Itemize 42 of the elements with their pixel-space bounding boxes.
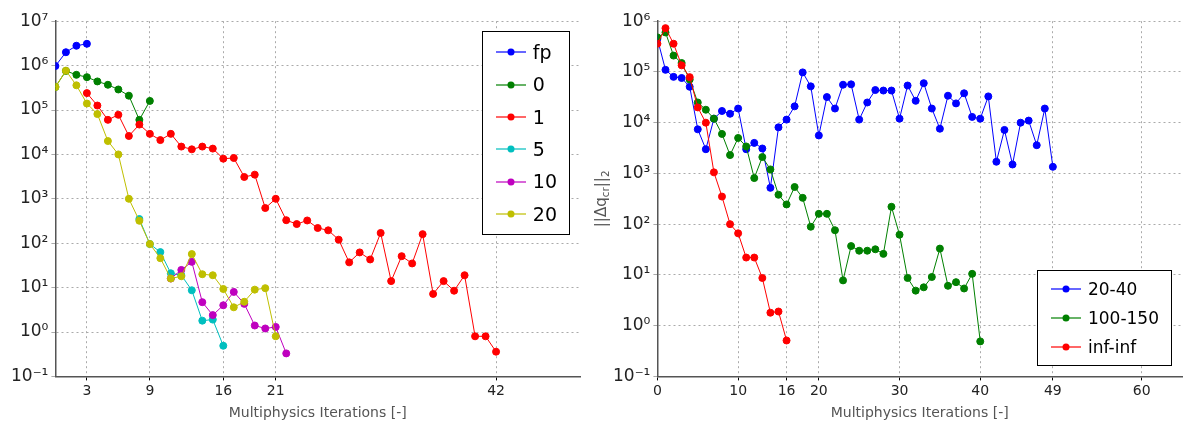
- x-tick-label: 40: [971, 382, 990, 399]
- y-tick-label: 10³: [19, 187, 49, 208]
- y-tick-label: 10⁷: [19, 9, 49, 30]
- legend-label: fp: [532, 40, 552, 66]
- legend-label: 5: [532, 137, 545, 163]
- x-tick-label: 3: [82, 382, 92, 399]
- y-tick-label: 10⁻¹: [613, 364, 651, 385]
- x-tick-label: 0: [652, 382, 662, 399]
- y-tick-label: 10⁵: [621, 60, 651, 81]
- y-tick-label: 10⁰: [19, 320, 49, 341]
- x-tick-label: 16: [214, 382, 233, 399]
- x-tick-label: 10: [729, 382, 748, 399]
- legend-label: inf-inf: [1087, 335, 1137, 359]
- legend-label: 100-150: [1087, 306, 1159, 330]
- x-axis-title: Multiphysics Iterations [-]: [830, 404, 1009, 421]
- legend-label: 0: [532, 72, 545, 98]
- y-tick-label: 10²: [19, 231, 49, 252]
- y-tick-label: 10³: [621, 161, 651, 182]
- x-tick-label: 30: [890, 382, 909, 399]
- x-tick-label: 21: [266, 382, 285, 399]
- y-tick-label: 10²: [621, 212, 651, 233]
- y-tick-label: 10⁶: [19, 54, 49, 75]
- y-tick-label: 10⁶: [621, 9, 651, 30]
- x-tick-label: 42: [487, 382, 505, 399]
- y-tick-label: 10⁵: [19, 98, 49, 119]
- y-tick-label: 10¹: [19, 276, 49, 297]
- x-tick-label: 16: [777, 382, 796, 399]
- y-tick-label: 10⁰: [621, 314, 651, 335]
- y-tick-label: 10¹: [621, 263, 651, 284]
- legend-label: 20-40: [1087, 277, 1138, 301]
- x-tick-label: 49: [1043, 382, 1062, 399]
- x-tick-label: 9: [145, 382, 155, 399]
- x-tick-label: 60: [1132, 382, 1151, 399]
- legend-label: 20: [532, 201, 557, 227]
- legend-label: 1: [532, 104, 545, 130]
- x-axis-title: Multiphysics Iterations [-]: [228, 404, 407, 421]
- y-tick-label: 10⁴: [621, 111, 651, 132]
- y-axis-title: ||Δqcr||2: [591, 170, 612, 228]
- y-tick-label: 10⁻¹: [11, 364, 49, 385]
- x-tick-label: 20: [809, 382, 828, 399]
- legend-label: 10: [532, 169, 557, 195]
- y-tick-label: 10⁴: [19, 142, 49, 163]
